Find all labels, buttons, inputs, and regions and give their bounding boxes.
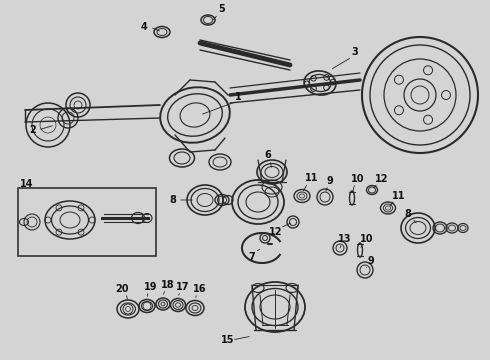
Text: 12: 12 bbox=[375, 174, 389, 184]
Bar bbox=[18, 188, 156, 256]
Text: 8: 8 bbox=[405, 209, 412, 219]
Text: 10: 10 bbox=[360, 234, 374, 244]
Text: 17: 17 bbox=[176, 282, 190, 292]
Text: 9: 9 bbox=[327, 176, 333, 186]
Text: 2: 2 bbox=[29, 125, 36, 135]
Text: 4: 4 bbox=[141, 22, 147, 32]
Text: 5: 5 bbox=[219, 4, 225, 14]
Text: 12: 12 bbox=[269, 227, 283, 237]
Text: 3: 3 bbox=[352, 47, 358, 57]
Text: 19: 19 bbox=[144, 282, 158, 292]
Text: 20: 20 bbox=[115, 284, 129, 294]
Text: 15: 15 bbox=[221, 335, 235, 345]
Text: 1: 1 bbox=[235, 92, 242, 102]
Text: 7: 7 bbox=[248, 252, 255, 262]
Text: 11: 11 bbox=[305, 173, 319, 183]
Text: 11: 11 bbox=[392, 191, 406, 201]
Text: 18: 18 bbox=[161, 280, 175, 290]
Text: 6: 6 bbox=[265, 150, 271, 160]
Text: 9: 9 bbox=[368, 256, 374, 266]
Text: 13: 13 bbox=[338, 234, 352, 244]
Text: 16: 16 bbox=[193, 284, 207, 294]
Text: 8: 8 bbox=[170, 195, 176, 205]
Text: 10: 10 bbox=[351, 174, 365, 184]
Text: 14: 14 bbox=[20, 179, 34, 189]
